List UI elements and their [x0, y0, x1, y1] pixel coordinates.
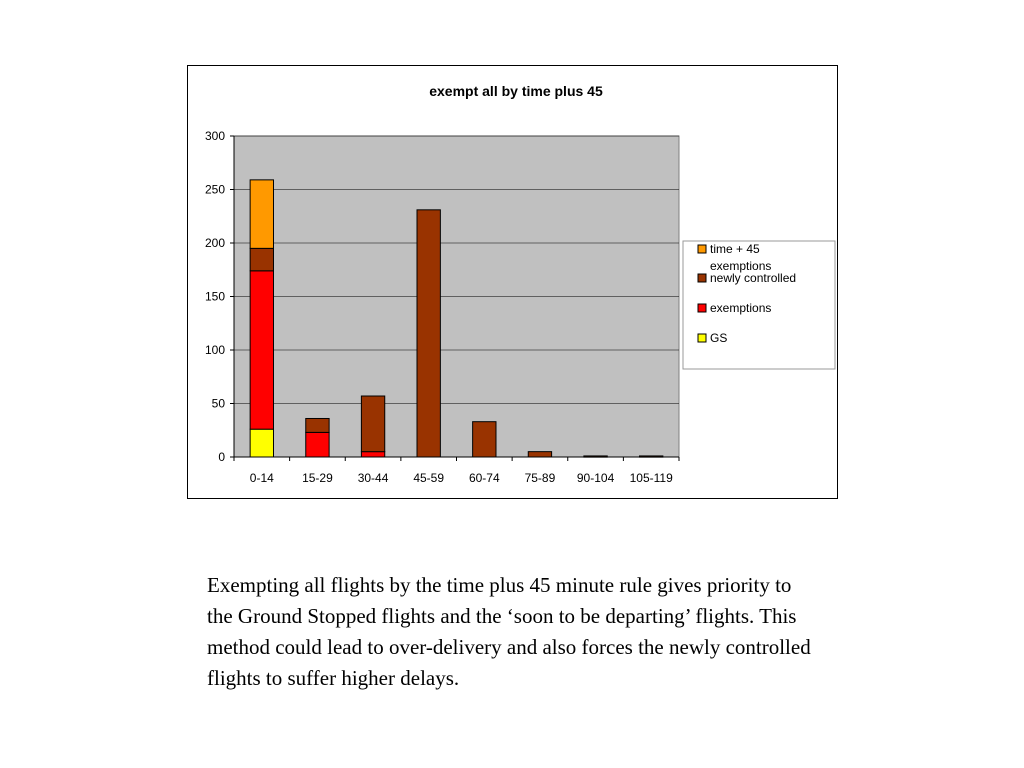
bar-segment — [416, 209, 441, 458]
y-tick-label: 50 — [212, 397, 226, 411]
y-tick-label: 150 — [205, 290, 225, 304]
bar-segment — [305, 431, 330, 458]
bars — [249, 179, 664, 458]
legend-label: exemptions — [710, 301, 771, 315]
x-tick-label: 105-119 — [630, 471, 673, 485]
bar-segment — [360, 451, 386, 458]
x-tick-label: 45-59 — [413, 471, 444, 485]
y-tick-label: 250 — [205, 183, 225, 197]
plot-area — [233, 135, 680, 458]
legend-label: GS — [710, 331, 727, 345]
bar-segment — [249, 428, 274, 458]
chart-title: exempt all by time plus 45 — [429, 83, 603, 99]
legend-swatch — [697, 333, 707, 343]
bar-segment — [249, 247, 274, 272]
axes: 0 50 100 150 200 250 300 0-14 15-29 30-44 45-59 60-… — [205, 129, 680, 485]
y-tick-label: 200 — [205, 236, 225, 250]
x-tick-label: 90-104 — [577, 471, 615, 485]
bar-segment — [360, 395, 386, 453]
stacked-bar-chart: exempt all by time plus 45 0 50 100 150 200 2… — [205, 83, 836, 485]
legend-swatch — [697, 303, 707, 313]
x-tick-label: 75-89 — [525, 471, 556, 485]
x-tick-label: 60-74 — [469, 471, 500, 485]
legend-box — [682, 240, 836, 370]
bar-segment — [249, 270, 274, 430]
x-tick-label: 15-29 — [302, 471, 333, 485]
caption-text: Exempting all flights by the time plus 4… — [207, 573, 811, 690]
chart-frame: exempt all by time plus 45 0 50 100 150 200 2… — [187, 65, 838, 499]
x-tick-label: 30-44 — [358, 471, 389, 485]
bar-segment — [305, 417, 330, 433]
x-tick-label: 0-14 — [250, 471, 274, 485]
legend-swatch — [697, 244, 707, 254]
bar-segment — [472, 421, 497, 458]
legend-swatch — [697, 273, 707, 283]
y-tick-label: 0 — [218, 450, 225, 464]
bar-segment — [527, 451, 553, 458]
legend-label: newly controlled — [710, 271, 796, 285]
legend-label: time + 45 exemptions — [710, 242, 771, 273]
y-tick-label: 300 — [205, 129, 225, 143]
y-tick-label: 100 — [205, 343, 225, 357]
bar-segment — [249, 179, 274, 249]
